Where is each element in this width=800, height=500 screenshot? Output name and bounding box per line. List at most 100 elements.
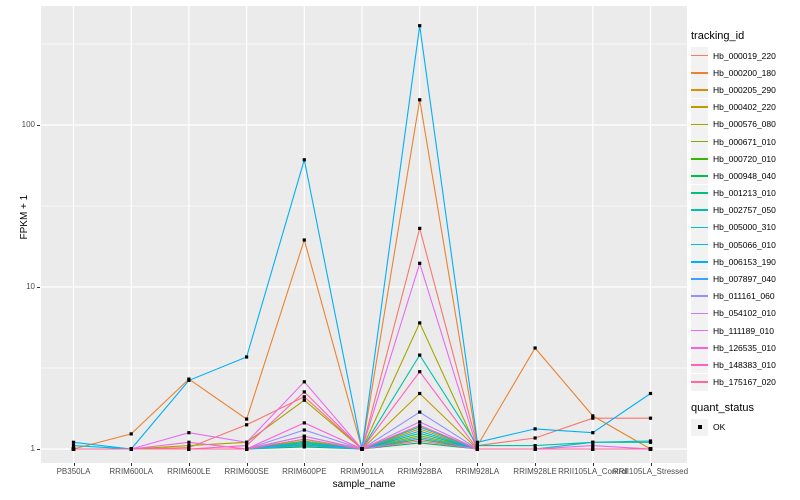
- legend-key-line: [691, 192, 708, 194]
- x-tick-label: RRII105LA_Stressed: [612, 467, 689, 476]
- data-point: [71, 444, 76, 448]
- data-point: [475, 444, 479, 448]
- legend-key-line: [691, 261, 708, 263]
- x-tick-mark: [650, 463, 652, 466]
- x-tick-mark: [419, 463, 421, 466]
- legend-item-label: Hb_001213_010: [713, 188, 776, 199]
- data-point: [360, 447, 364, 451]
- legend-item-Hb_111189_010: Hb_111189_010: [691, 322, 799, 340]
- y-tick-mark: [37, 124, 40, 126]
- legend-item-label: Hb_054102_010: [713, 308, 776, 319]
- quant-status-legend-title: quant_status: [691, 401, 754, 414]
- data-point: [302, 421, 306, 425]
- legend-key-swatch: [691, 373, 708, 391]
- legend: tracking_id Hb_000019_220 Hb_000200_180 Hb…: [691, 30, 799, 436]
- x-tick-mark: [304, 463, 306, 466]
- data-point: [591, 414, 595, 418]
- legend-key-swatch: [691, 270, 708, 288]
- legend-key-swatch: [691, 218, 708, 236]
- legend-item-Hb_011161_060: Hb_011161_060: [691, 287, 799, 305]
- data-point: [129, 447, 133, 451]
- x-tick-mark: [362, 463, 363, 466]
- legend-key-swatch: [691, 64, 708, 82]
- legend-key-line: [691, 346, 708, 349]
- quant-status-label: OK: [713, 422, 726, 433]
- data-point: [418, 370, 422, 374]
- data-point: [533, 346, 537, 350]
- legend-item-Hb_000200_180: Hb_000200_180: [691, 64, 799, 82]
- legend-key-swatch: [691, 133, 708, 151]
- data-point: [245, 447, 249, 451]
- y-tick-mark: [37, 286, 40, 288]
- data-point: [418, 391, 422, 396]
- legend-item-Hb_005066_010: Hb_005066_010: [691, 236, 799, 254]
- y-tick-label: 10: [26, 282, 35, 291]
- data-point: [533, 444, 537, 448]
- legend-key-swatch: [691, 322, 708, 340]
- data-point: [302, 238, 306, 242]
- legend-item-Hb_175167_020: Hb_175167_020: [691, 373, 799, 391]
- x-tick-mark: [188, 463, 190, 466]
- legend-item-Hb_054102_010: Hb_054102_010: [691, 304, 799, 322]
- data-point: [418, 420, 422, 424]
- legend-item-label: Hb_175167_020: [713, 377, 776, 388]
- plot-panel: [41, 6, 687, 463]
- legend-item-label: Hb_000576_080: [713, 119, 776, 130]
- data-point: [418, 410, 422, 414]
- data-point: [187, 447, 191, 451]
- data-point: [418, 434, 422, 438]
- legend-item-Hb_007897_040: Hb_007897_040: [691, 270, 799, 288]
- legend-title: tracking_id: [691, 30, 745, 42]
- legend-item-Hb_001213_010: Hb_001213_010: [691, 184, 799, 202]
- legend-item-label: Hb_002757_050: [713, 205, 776, 216]
- legend-item-Hb_000671_010: Hb_000671_010: [691, 133, 799, 151]
- data-point: [475, 440, 479, 444]
- legend-key-line: [691, 278, 708, 280]
- data-point: [302, 428, 306, 432]
- plot-canvas: [41, 6, 687, 463]
- data-point: [302, 390, 306, 394]
- legend-item-Hb_000205_290: Hb_000205_290: [691, 81, 799, 99]
- x-axis-title: sample_name: [332, 479, 396, 490]
- legend-item-label: Hb_007897_040: [713, 274, 776, 285]
- legend-key-swatch: [691, 356, 708, 374]
- legend-item-Hb_006153_190: Hb_006153_190: [691, 253, 799, 271]
- legend-key-swatch: [691, 184, 708, 202]
- legend-key-line: [691, 381, 708, 383]
- legend-item-label: Hb_011161_060: [713, 291, 775, 302]
- data-point: [418, 321, 422, 325]
- data-point: [302, 158, 306, 162]
- legend-item-Hb_148383_010: Hb_148383_010: [691, 356, 799, 374]
- legend-key-swatch: [691, 253, 708, 271]
- legend-key-line: [691, 175, 708, 177]
- quant-key-swatch: [691, 418, 708, 436]
- legend-key-line: [691, 54, 708, 57]
- legend-item-Hb_000402_220: Hb_000402_220: [691, 98, 799, 116]
- y-tick-mark: [37, 448, 40, 450]
- quant-status-item: OK: [691, 418, 799, 436]
- data-point: [418, 435, 422, 439]
- legend-item-Hb_005000_310: Hb_005000_310: [691, 218, 799, 236]
- legend-key-line: [691, 364, 708, 366]
- data-point: [418, 353, 422, 357]
- x-tick-mark: [592, 463, 594, 466]
- x-tick-mark: [73, 463, 75, 466]
- data-point: [533, 427, 537, 431]
- data-point: [648, 416, 653, 420]
- data-point: [245, 355, 249, 359]
- legend-item-label: Hb_000948_040: [713, 170, 776, 181]
- legend-key-line: [691, 312, 708, 315]
- x-tick-label: RRIM928LE: [513, 467, 557, 476]
- legend-item-label: Hb_126535_010: [713, 342, 776, 353]
- data-point: [533, 436, 537, 440]
- data-point: [71, 440, 76, 444]
- x-tick-label: PB350LA: [56, 467, 91, 476]
- legend-items: Hb_000019_220 Hb_000200_180 Hb_000205_290 H…: [691, 47, 799, 391]
- x-tick-label: RRIM928BA: [397, 467, 442, 476]
- data-point: [129, 432, 133, 436]
- legend-key-line: [691, 106, 708, 108]
- y-axis-title: FPKM + 1: [18, 194, 30, 240]
- x-tick-label: RRIM901LA: [340, 467, 384, 476]
- y-tick-label: 1: [30, 444, 35, 453]
- data-point: [187, 444, 191, 448]
